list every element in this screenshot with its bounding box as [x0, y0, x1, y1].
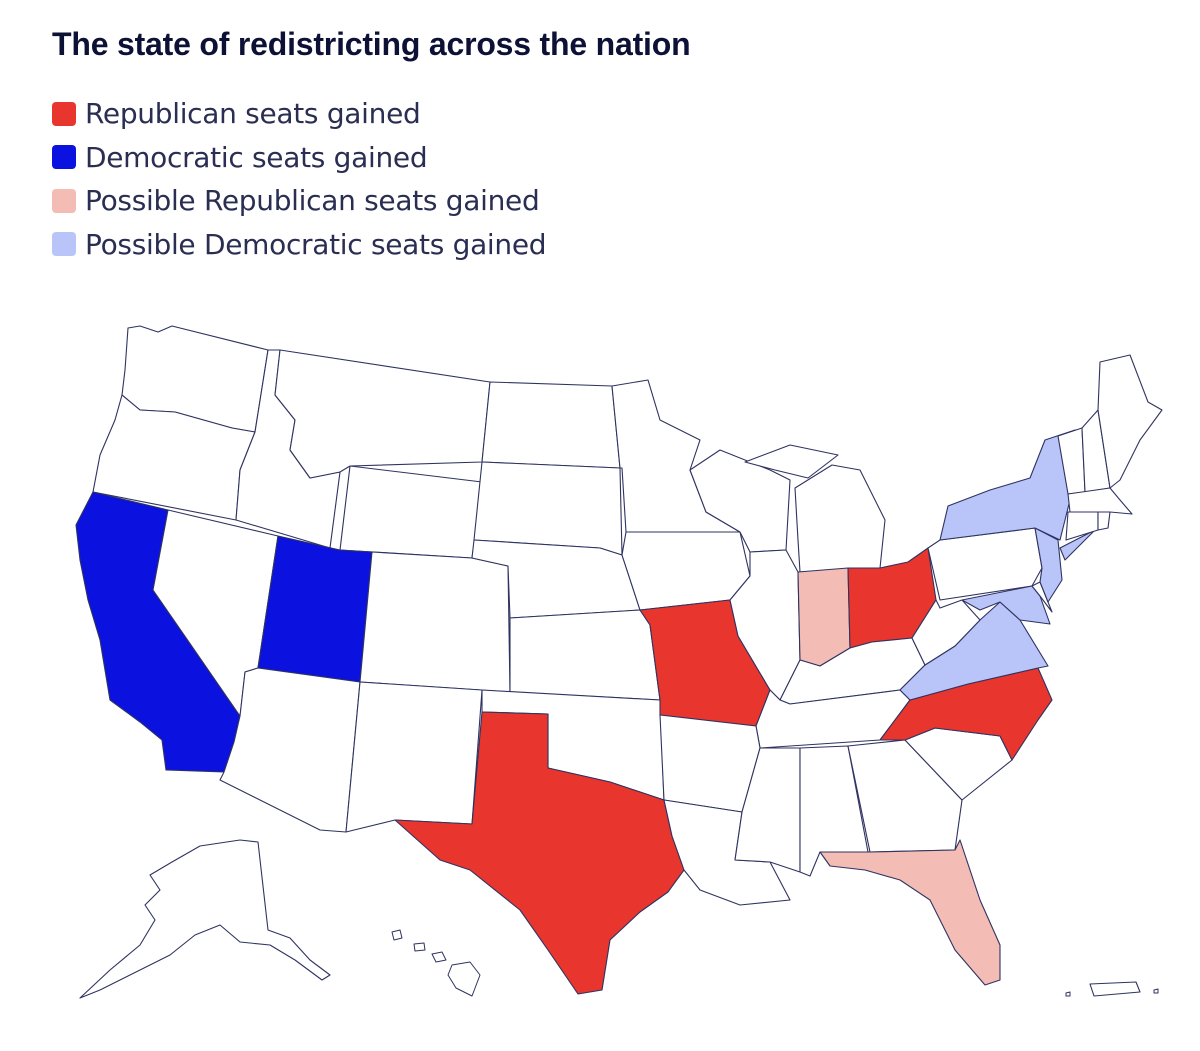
state-wyoming	[339, 465, 483, 559]
legend-label-possible-democratic: Possible Democratic seats gained	[85, 227, 547, 261]
state-florida	[819, 839, 1001, 986]
legend-swatch-possible-republican	[52, 188, 76, 213]
state-west-virginia	[911, 599, 981, 666]
state-connecticut	[1065, 511, 1099, 541]
state-rhode-island	[1097, 511, 1111, 531]
legend: Republican seats gained Democratic seats…	[52, 92, 547, 267]
legend-item-possible-democratic: Possible Democratic seats gained	[52, 223, 547, 267]
state-hawaii	[391, 929, 481, 997]
state-georgia	[847, 739, 963, 853]
legend-item-possible-republican: Possible Republican seats gained	[52, 179, 546, 223]
legend-item-republican: Republican seats gained	[52, 92, 546, 136]
state-indiana	[797, 567, 851, 667]
state-montana	[274, 349, 491, 479]
state-delaware	[1031, 581, 1053, 613]
legend-item-democratic: Democratic seats gained	[52, 136, 546, 180]
legend-label-democratic: Democratic seats gained	[85, 140, 428, 174]
state-alaska	[79, 839, 331, 999]
legend-swatch-democratic	[52, 145, 76, 170]
state-michigan	[744, 444, 886, 573]
territory-puerto-rico	[1089, 981, 1141, 997]
state-new-mexico	[345, 681, 483, 833]
state-north-dakota	[481, 381, 621, 469]
state-colorado	[359, 551, 511, 693]
legend-swatch-possible-democratic	[52, 232, 76, 257]
territory-small-islands	[1065, 988, 1159, 997]
state-kansas	[509, 609, 661, 701]
map-title: The state of redistricting across the na…	[52, 26, 691, 62]
legend-label-republican: Republican seats gained	[85, 97, 421, 131]
state-utah	[257, 535, 373, 683]
state-texas	[394, 711, 685, 995]
state-arkansas	[659, 714, 761, 813]
legend-swatch-republican	[52, 101, 76, 126]
state-new-jersey	[1034, 527, 1063, 603]
states-layer	[75, 325, 1163, 995]
state-maine	[1097, 354, 1163, 489]
legend-label-possible-republican: Possible Republican seats gained	[85, 184, 540, 218]
